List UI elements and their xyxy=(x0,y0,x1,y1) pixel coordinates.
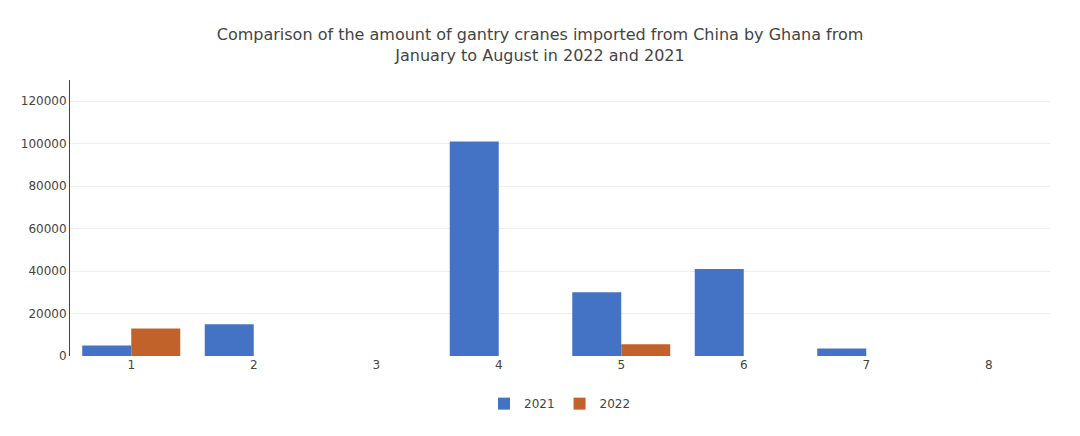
svg-text:80000: 80000 xyxy=(28,179,66,193)
svg-text:2022: 2022 xyxy=(600,397,631,411)
svg-text:Comparison of the amount of ga: Comparison of the amount of gantry crane… xyxy=(217,25,864,65)
svg-text:100000: 100000 xyxy=(21,137,67,151)
svg-text:2021: 2021 xyxy=(524,397,555,411)
svg-text:40000: 40000 xyxy=(28,264,66,278)
svg-text:1: 1 xyxy=(127,358,135,372)
svg-text:4: 4 xyxy=(495,358,503,372)
svg-text:3: 3 xyxy=(372,358,380,372)
svg-text:7: 7 xyxy=(862,358,870,372)
svg-text:120000: 120000 xyxy=(21,94,67,108)
svg-text:60000: 60000 xyxy=(28,222,66,236)
svg-text:6: 6 xyxy=(740,358,748,372)
svg-text:20000: 20000 xyxy=(28,307,66,321)
svg-text:5: 5 xyxy=(617,358,625,372)
svg-text:0: 0 xyxy=(59,349,67,363)
svg-text:8: 8 xyxy=(985,358,993,372)
svg-text:2: 2 xyxy=(250,358,258,372)
